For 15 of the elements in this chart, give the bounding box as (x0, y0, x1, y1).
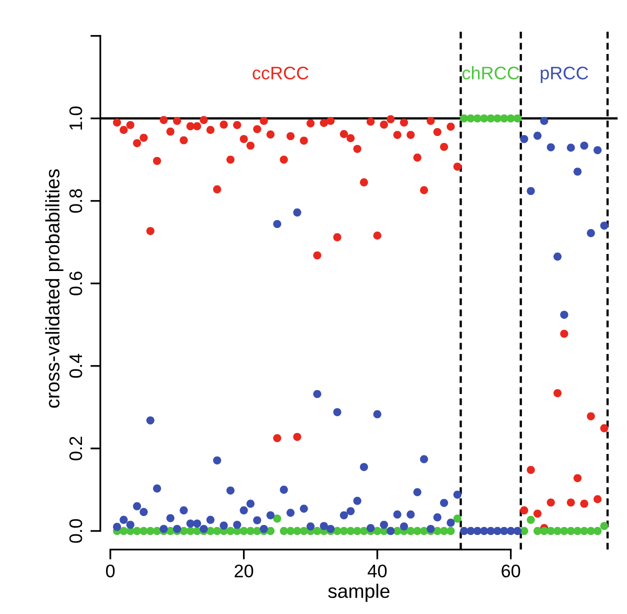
x-tick-label: 60 (502, 564, 520, 578)
x-tick-label: 40 (368, 564, 387, 578)
y-tick-label: 0.4 (69, 354, 82, 378)
text: ccRCC (252, 66, 308, 80)
y-tick-label: 0.2 (69, 436, 82, 460)
x-tick-label: 20 (234, 564, 254, 578)
y-tick-label: 1.0 (69, 106, 82, 130)
series-label: pRCC (540, 66, 588, 84)
series-label: chRCC (462, 66, 520, 80)
y-tick-label: 0.0 (69, 519, 82, 543)
y-tick-label: 0.8 (69, 189, 82, 213)
y-axis-title: cross-validated probabilities (45, 169, 64, 408)
x-axis-title: sample (328, 584, 390, 602)
y-tick-label: 0.6 (69, 272, 82, 296)
x-tick-label: 0 (106, 564, 115, 578)
